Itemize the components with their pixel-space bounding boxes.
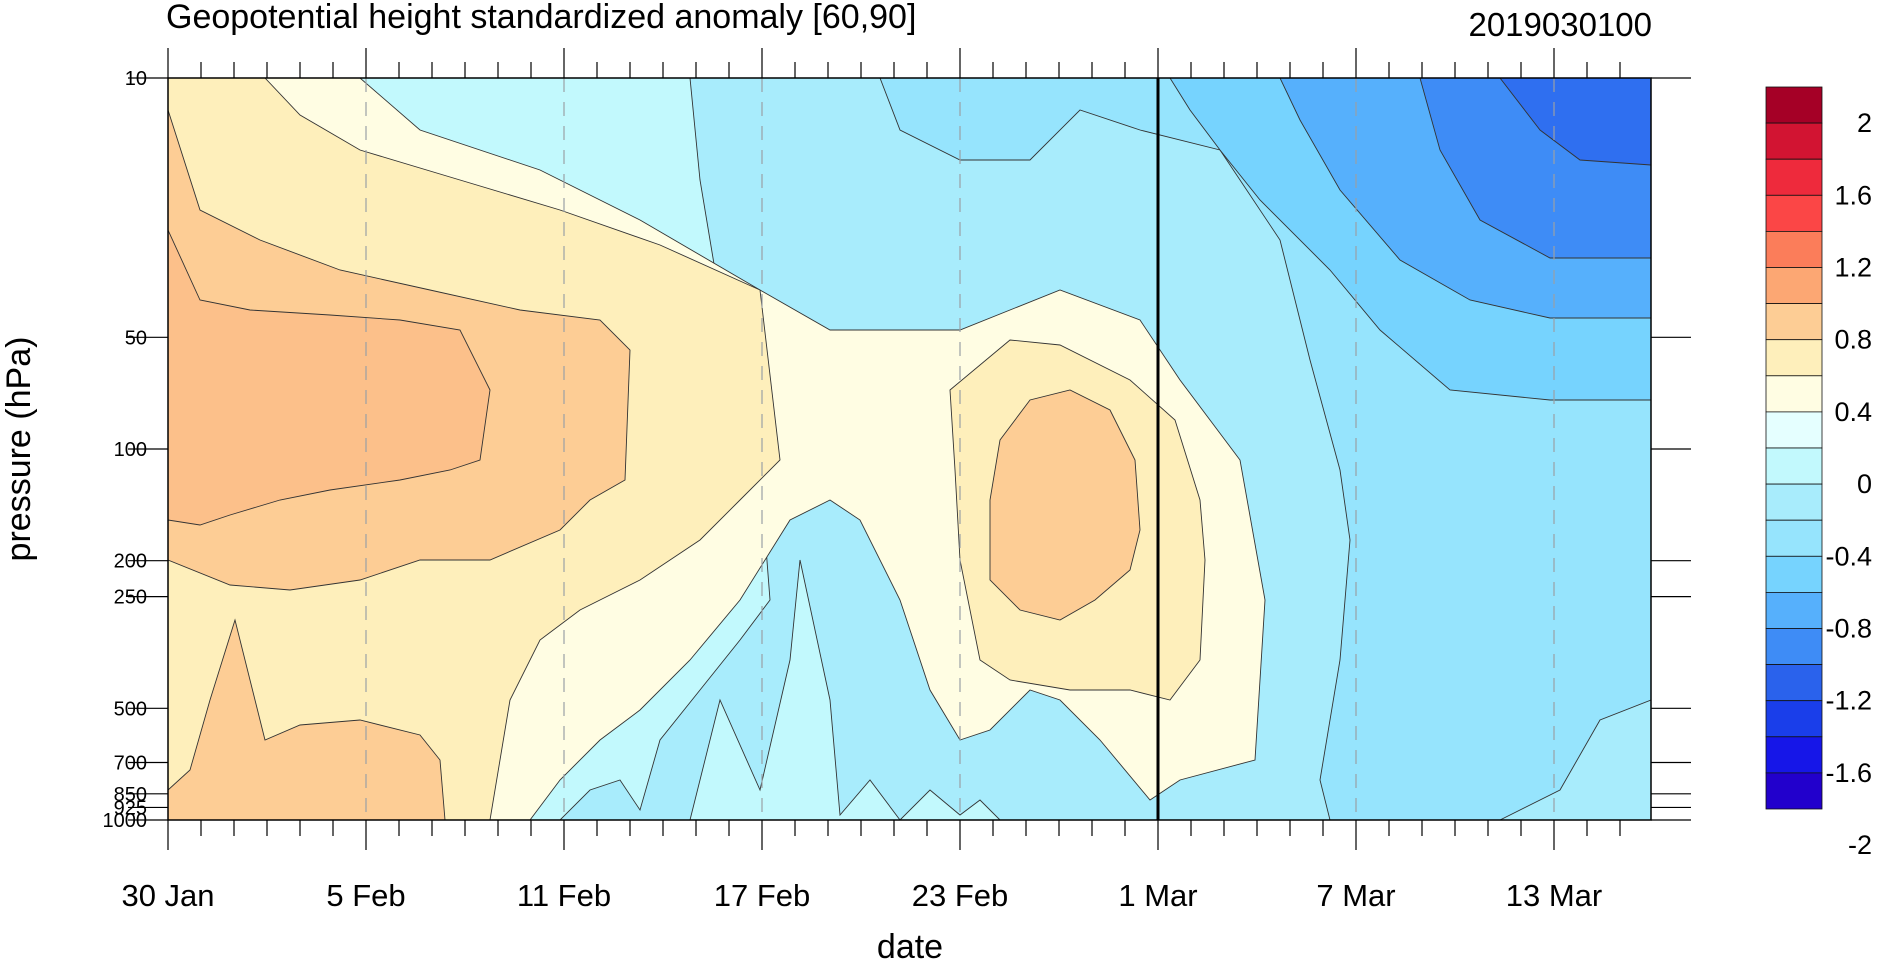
colorbar-swatch (1765, 519, 1823, 557)
colorbar-swatch (1765, 194, 1823, 232)
colorbar-swatch (1765, 158, 1823, 196)
y-tick-label: 925 (114, 797, 147, 819)
chart-title: Geopotential height standardized anomaly… (166, 0, 916, 36)
colorbar-swatch (1765, 555, 1823, 593)
colorbar-label: -2 (1848, 830, 1872, 860)
colorbar-label: 0 (1857, 469, 1872, 499)
x-tick-label: 1 Mar (1118, 878, 1197, 913)
x-tick-label: 30 Jan (121, 878, 214, 913)
x-axis-label: date (877, 928, 943, 963)
y-tick-label: 250 (114, 587, 147, 609)
y-axis-label: pressure (hPa) (0, 337, 38, 562)
colorbar-swatch (1765, 700, 1823, 738)
y-tick-label: 850 (114, 784, 147, 806)
x-tick-label: 23 Feb (912, 878, 1009, 913)
colorbar-swatch (1765, 122, 1823, 160)
colorbar-label: 2 (1857, 108, 1872, 138)
y-tick-label: 700 (114, 753, 147, 775)
colorbar-swatch (1765, 86, 1823, 124)
colorbar-swatch (1765, 339, 1823, 377)
x-tick-label: 17 Feb (714, 878, 811, 913)
colorbar-labels: 2 1.6 1.2 0.8 0.4 0 -0.4 -0.8 -1.2 -1.6 -2 (1825, 108, 1872, 860)
colorbar-swatch (1765, 303, 1823, 341)
colorbar-swatch (1765, 411, 1823, 449)
x-tick-label: 7 Mar (1316, 878, 1395, 913)
colorbar-swatch (1765, 483, 1823, 521)
colorbar-swatch (1765, 447, 1823, 485)
contour-level-neg-1.4 (1499, 78, 1651, 166)
colorbar-swatch (1765, 736, 1823, 774)
colorbar-label: 1.2 (1834, 253, 1872, 283)
colorbar (1765, 86, 1823, 810)
colorbar-label: 1.6 (1834, 180, 1872, 210)
colorbar-label: -1.6 (1825, 758, 1872, 788)
colorbar-swatch (1765, 628, 1823, 665)
x-tick-label: 13 Mar (1506, 878, 1602, 913)
y-tick-label: 10 (125, 68, 147, 90)
x-tick-label: 11 Feb (517, 878, 611, 913)
colorbar-label: 0.4 (1834, 397, 1872, 427)
contour-level-pos-0.6 (168, 229, 491, 526)
date-gridlines (365, 78, 1555, 820)
colorbar-label: 0.8 (1834, 325, 1872, 355)
axis-ticks (128, 48, 1691, 850)
y-tick-label: 200 (114, 551, 147, 573)
colorbar-swatch (1765, 664, 1823, 702)
y-tick-label: 500 (114, 698, 147, 720)
run-label: 2019030100 (1468, 6, 1652, 43)
colorbar-label: -0.8 (1825, 614, 1872, 644)
x-tick-label: 5 Feb (326, 878, 405, 913)
colorbar-swatch (1765, 230, 1823, 268)
contour-level-pos-0.4-low (168, 618, 446, 820)
x-tick-labels: 30 Jan 5 Feb 11 Feb 17 Feb 23 Feb 1 Mar 7 Mar 1… (121, 878, 1602, 913)
contour-level-pos-0.4-late (989, 389, 1141, 621)
colorbar-label: -0.4 (1825, 541, 1872, 571)
colorbar-label: -1.2 (1825, 686, 1872, 716)
colorbar-swatch (1765, 267, 1823, 304)
contour-fill-field (168, 78, 1651, 820)
y-tick-label: 100 (114, 439, 147, 461)
y-tick-label: 1000 (103, 810, 148, 832)
colorbar-swatch (1765, 772, 1823, 810)
y-tick-label: 50 (125, 327, 147, 349)
colorbar-swatch (1765, 375, 1823, 413)
colorbar-swatch (1765, 592, 1823, 629)
